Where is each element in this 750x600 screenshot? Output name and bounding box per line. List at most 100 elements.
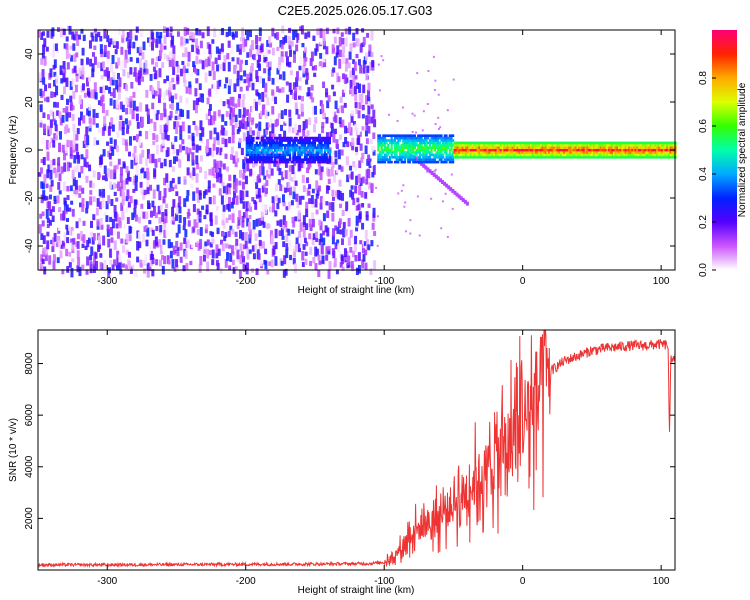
spectrogram-cell [231,57,235,62]
spectrogram-cell [357,38,361,45]
spectrogram-cell [40,58,44,65]
spectrogram-cell [440,136,443,140]
spectrogram-cell [255,160,258,164]
spectrogram-cell [387,139,390,142]
spectrogram-cell [295,139,298,142]
spectrogram-cell [427,141,430,145]
spectrogram-cell [344,62,348,72]
spectrogram-cell [371,60,375,68]
spectrogram-cell [432,172,436,177]
spectrogram-cell [204,241,208,247]
spectrogram-cell [494,146,498,149]
spectrogram-cell [262,104,266,110]
spectrogram-cell [310,148,313,152]
spectrogram-cell [89,196,93,205]
spectrogram-cell [125,37,129,42]
spectrogram-cell [438,144,441,147]
spectrogram-cell [312,146,315,149]
spectrogram-cell [553,151,556,154]
spectrogram-cell [346,163,350,171]
spectrogram-cell [254,151,257,154]
spectrogram-cell [327,160,330,164]
spectrogram-cell [192,204,196,213]
spectrogram-cell [354,255,358,262]
spectrogram-cell [299,26,303,31]
spectrogram-cell [107,150,111,158]
spectrogram-cell [528,151,531,154]
spectrogram-cell [465,141,468,145]
spectrogram-cell [312,35,316,42]
spectrogram-cell [377,156,380,159]
spectrogram-cell [191,243,195,249]
spectrogram-cell [413,114,416,117]
spectrogram-cell [288,153,292,157]
spectrogram-cell [448,136,451,140]
spectrogram-cell [272,151,275,154]
spectrogram-cell [612,153,616,157]
spectrogram-cell [388,148,392,152]
spectrogram-cell [617,148,621,152]
spectrogram-cell [134,199,138,205]
spectrogram-cell [99,253,103,258]
spectrogram-cell [666,151,669,154]
spectrogram-cell [244,175,248,185]
spectrogram-cell [554,144,558,147]
spectrogram-cell [360,157,364,163]
spectrogram-cell [82,34,86,42]
spectrogram-cell [183,37,187,46]
spectrogram-cell [407,156,410,159]
spectrogram-cell [448,134,451,137]
spectrogram-cell [274,256,278,266]
spectrogram-cell [198,192,202,200]
spectrogram-cell [417,136,420,140]
spectrogram-cell [480,156,483,159]
spectrogram-cell [60,78,64,84]
spectrogram-cell [139,142,143,149]
spectrogram-cell [493,151,496,154]
spectrogram-cell [336,108,340,114]
spectrogram-cell [212,183,216,188]
spectrogram-cell [647,153,651,157]
spectrogram-cell [443,160,446,164]
spectrogram-cell [320,153,323,157]
spectrogram-cell [39,167,43,174]
spectrogram-cell [149,256,153,267]
spectrogram-cell [427,151,430,154]
spectrogram-cell [280,146,283,149]
spectrogram-cell [380,148,383,152]
spectrogram-cell [521,148,524,152]
spectrogram-cell [241,114,245,124]
spectrogram-cell [85,149,89,159]
spectrogram-cell [427,134,430,137]
spectrogram-cell [453,156,456,159]
spectrogram-cell [196,69,200,76]
spectrogram-cell [317,146,320,149]
spectrogram-cell [41,31,45,36]
spectrogram-cell [250,139,253,142]
spectrogram-cell [208,250,212,256]
spectrogram-cell [583,148,586,152]
spectrogram-cell [302,228,306,238]
spectrogram-cell [101,94,105,102]
spectrogram-cell [305,139,308,142]
spectrogram-cell [211,167,215,176]
spectrogram-cell [154,90,158,97]
spectrogram-cell [328,202,332,211]
spectrogram-cell [631,156,634,159]
spectrogram-cell [115,116,119,121]
spectrogram-cell [496,151,499,154]
spectrogram-cell [408,141,412,145]
spectrogram-cell [262,139,265,142]
spectrogram-cell [310,51,314,62]
spectrogram-cell [338,117,342,124]
spectrogram-cell [313,139,317,142]
spectrogram-cell [334,114,338,123]
spectrogram-cell [305,79,309,85]
spectrogram-cell [234,204,238,212]
spectrogram-cell [491,141,494,145]
spectrogram-cell [257,126,261,136]
spectrogram-cell [506,148,509,152]
spectrogram-cell [227,61,231,72]
spectrogram-cell [109,98,113,106]
